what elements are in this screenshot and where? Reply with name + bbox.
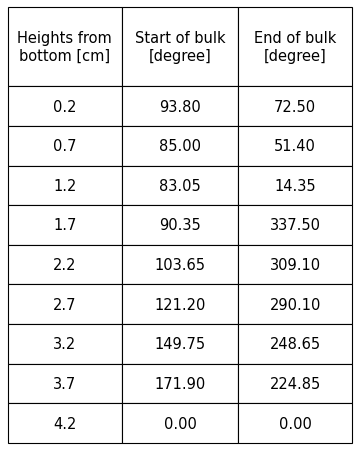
Bar (238, 364, 352, 404)
Bar (122, 404, 238, 443)
Text: 121.20: 121.20 (154, 297, 206, 312)
Bar (8, 166, 122, 206)
Text: 85.00: 85.00 (159, 139, 201, 154)
Text: 0.00: 0.00 (279, 416, 312, 431)
Bar (238, 8, 352, 87)
Text: 1.2: 1.2 (53, 179, 76, 193)
Text: 51.40: 51.40 (274, 139, 316, 154)
Bar (122, 127, 238, 166)
Bar (238, 404, 352, 443)
Text: 171.90: 171.90 (154, 376, 206, 391)
Text: 1.7: 1.7 (53, 218, 76, 233)
Text: 2.2: 2.2 (53, 258, 77, 272)
Bar (238, 87, 352, 127)
Bar (122, 87, 238, 127)
Bar (8, 245, 122, 285)
Bar (122, 245, 238, 285)
Bar (238, 206, 352, 245)
Bar (8, 8, 122, 87)
Text: 3.2: 3.2 (53, 336, 76, 352)
Text: 93.80: 93.80 (159, 99, 201, 115)
Bar (122, 8, 238, 87)
Bar (122, 364, 238, 404)
Text: 14.35: 14.35 (274, 179, 316, 193)
Text: 83.05: 83.05 (159, 179, 201, 193)
Bar (8, 206, 122, 245)
Text: 0.7: 0.7 (53, 139, 77, 154)
Text: 4.2: 4.2 (53, 416, 76, 431)
Text: 0.2: 0.2 (53, 99, 77, 115)
Text: 2.7: 2.7 (53, 297, 77, 312)
Bar (238, 127, 352, 166)
Text: 224.85: 224.85 (270, 376, 321, 391)
Text: Start of bulk
[degree]: Start of bulk [degree] (135, 32, 225, 64)
Text: Heights from
bottom [cm]: Heights from bottom [cm] (17, 32, 112, 64)
Bar (238, 324, 352, 364)
Bar (8, 364, 122, 404)
Bar (8, 127, 122, 166)
Bar (122, 285, 238, 324)
Bar (8, 285, 122, 324)
Bar (238, 166, 352, 206)
Text: 309.10: 309.10 (270, 258, 321, 272)
Text: 90.35: 90.35 (159, 218, 201, 233)
Text: End of bulk
[degree]: End of bulk [degree] (254, 32, 337, 64)
Text: 337.50: 337.50 (270, 218, 321, 233)
Bar (122, 166, 238, 206)
Bar (8, 87, 122, 127)
Text: 72.50: 72.50 (274, 99, 316, 115)
Bar (238, 285, 352, 324)
Bar (122, 206, 238, 245)
Bar (8, 404, 122, 443)
Text: 149.75: 149.75 (154, 336, 206, 352)
Bar (122, 324, 238, 364)
Text: 248.65: 248.65 (270, 336, 321, 352)
Bar (8, 324, 122, 364)
Text: 3.7: 3.7 (53, 376, 76, 391)
Text: 0.00: 0.00 (163, 416, 197, 431)
Bar (238, 245, 352, 285)
Text: 290.10: 290.10 (270, 297, 321, 312)
Text: 103.65: 103.65 (154, 258, 206, 272)
